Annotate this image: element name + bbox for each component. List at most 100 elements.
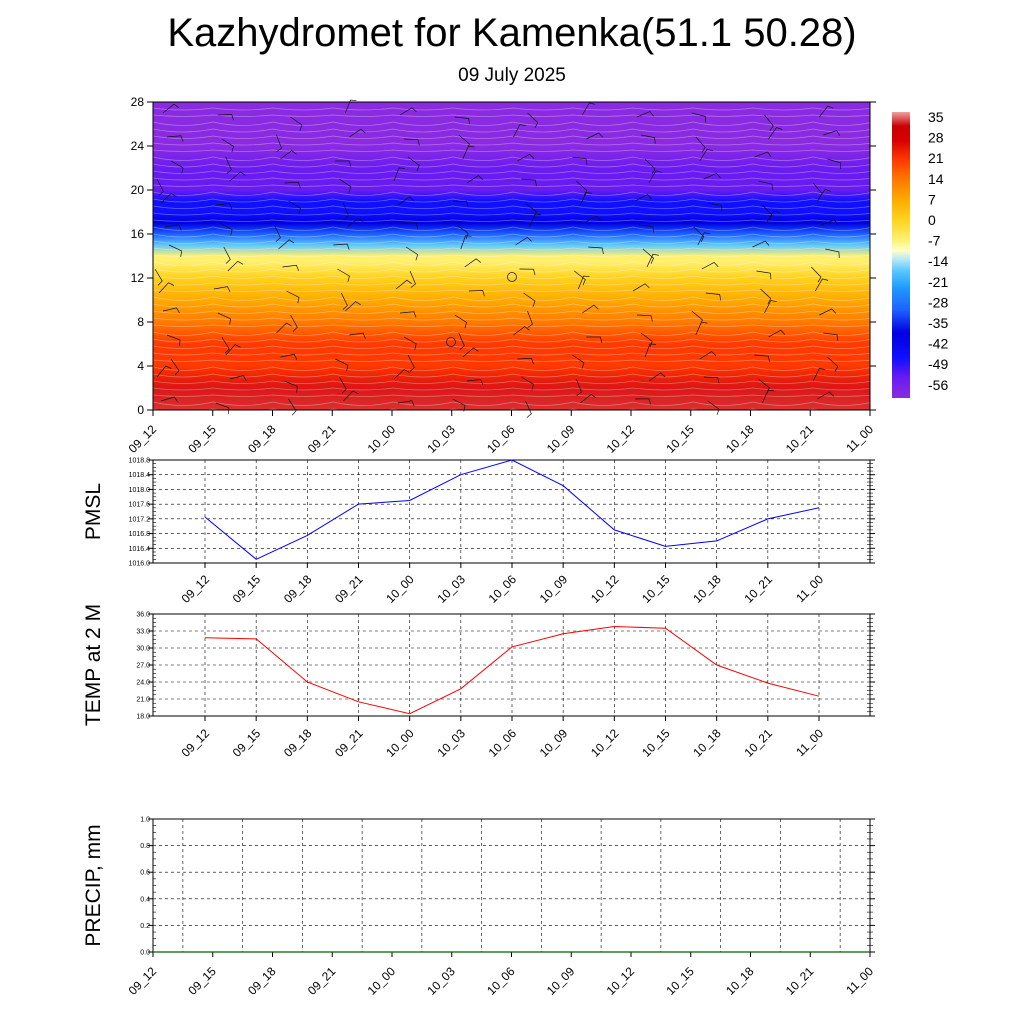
- colorbar-label: -42: [928, 336, 948, 352]
- wind-barb: [274, 224, 281, 242]
- y-tick-label: 16: [131, 227, 145, 241]
- x-tick-label: 10_15: [639, 726, 673, 760]
- wind-barb: [764, 114, 774, 132]
- wind-barb: [575, 378, 582, 396]
- calm-wind-circle: [507, 272, 517, 282]
- y-tick-label: 8: [137, 315, 144, 329]
- heatmap-field: [153, 102, 870, 410]
- y-tick-label: 21.0: [136, 697, 150, 704]
- wind-barb: [288, 398, 297, 416]
- y-tick-label: 24.0: [136, 680, 150, 687]
- wind-barb: [393, 167, 406, 182]
- contour-line: [152, 219, 874, 222]
- wind-barb: [156, 365, 172, 378]
- wind-barb: [517, 153, 535, 162]
- y-tick-label: 0.4: [140, 896, 150, 903]
- wind-barb: [586, 132, 604, 140]
- colorbar-label: 7: [928, 191, 936, 207]
- x-tick-label: 10_21: [783, 964, 817, 998]
- x-tick-label: 10_06: [484, 422, 518, 456]
- wind-barb: [529, 213, 541, 228]
- wind-barb: [636, 111, 654, 118]
- contour-line: [152, 184, 874, 187]
- x-tick-label: 10_03: [424, 964, 458, 998]
- wind-barb: [166, 135, 184, 142]
- wind-barb: [399, 107, 417, 116]
- heatmap-warm-core: [153, 370, 870, 410]
- colorbar-label: -28: [928, 294, 948, 310]
- wind-barb: [707, 400, 720, 415]
- wind-barb: [464, 258, 482, 268]
- wind-barb: [227, 260, 244, 272]
- x-tick-label: 10_21: [741, 572, 775, 606]
- y-axis-label: PMSL: [82, 483, 105, 540]
- wind-barb: [345, 301, 361, 312]
- wind-barb: [458, 134, 470, 150]
- wind-barb: [817, 391, 834, 400]
- wind-barb: [525, 400, 532, 418]
- wind-barb: [456, 224, 469, 239]
- y-tick-label: 4: [137, 359, 144, 373]
- wind-barb: [335, 358, 349, 372]
- contour-line: [152, 303, 874, 308]
- wind-barb: [640, 332, 653, 348]
- wind-barb: [811, 266, 822, 283]
- series-line: [204, 625, 820, 715]
- heatmap-panel: 0 4 8 12 16 20 24 28 09_12 09_15 09_18 09_21 10_00 10…: [126, 95, 877, 456]
- wind-barb: [519, 268, 536, 276]
- wind-barb: [393, 369, 410, 380]
- wind-barb: [640, 134, 656, 144]
- wind-barb: [349, 332, 366, 339]
- wind-barb: [699, 351, 717, 360]
- x-tick-label: 11_00: [843, 964, 876, 997]
- wind-barb: [160, 193, 177, 204]
- x-tick-label: 10_15: [663, 422, 697, 456]
- wind-barb: [168, 244, 183, 257]
- wind-barb: [636, 314, 653, 322]
- wind-barb: [586, 336, 603, 343]
- y-tick-label: 1018.4: [129, 472, 151, 479]
- contour-line: [152, 128, 874, 133]
- wind-barb: [284, 380, 298, 393]
- wind-barb: [344, 99, 357, 114]
- x-tick-label: 10_09: [544, 422, 578, 456]
- x-tick-label: 09_15: [185, 964, 219, 998]
- wind-barb: [764, 300, 777, 314]
- y-axis-label: PRECIP, mm: [82, 824, 105, 946]
- wind-barb: [691, 310, 703, 326]
- wind-barb: [515, 236, 532, 246]
- x-tick-label: 10_12: [604, 422, 638, 456]
- contour-line: [152, 380, 874, 384]
- wind-barb: [213, 286, 231, 293]
- wind-barb: [288, 200, 301, 215]
- wind-barb: [170, 358, 180, 376]
- panel-frame: [152, 459, 871, 564]
- wind-barb: [290, 116, 303, 131]
- contour-line: [152, 261, 874, 266]
- wind-barb: [579, 192, 593, 206]
- x-tick-label: 10_15: [639, 572, 673, 606]
- wind-barb: [166, 334, 181, 347]
- wind-barb: [695, 136, 706, 153]
- wind-barb: [221, 138, 235, 153]
- wind-barb: [644, 343, 657, 358]
- contour-line: [152, 191, 874, 196]
- wind-barb: [827, 356, 839, 372]
- wind-barb: [460, 235, 472, 250]
- x-tick-label: 10_06: [486, 572, 520, 606]
- y-axis-label: TEMP at 2 M: [82, 604, 105, 726]
- x-tick-label: 10_00: [383, 572, 417, 606]
- y-tick-label: 0.8: [140, 843, 150, 850]
- y-tick-label: 1016.8: [129, 531, 151, 538]
- colorbar-label: 14: [928, 171, 944, 187]
- colorbar-label: 21: [928, 150, 944, 166]
- x-tick-label: 09_15: [230, 572, 264, 606]
- wind-barb: [407, 156, 420, 172]
- x-tick-label: 09_21: [332, 726, 366, 760]
- wind-barb: [454, 314, 468, 329]
- wind-barb: [768, 329, 786, 338]
- contour-line: [152, 401, 874, 406]
- wind-barb: [343, 390, 359, 402]
- wind-barb: [693, 226, 705, 243]
- wind-barb: [223, 246, 231, 264]
